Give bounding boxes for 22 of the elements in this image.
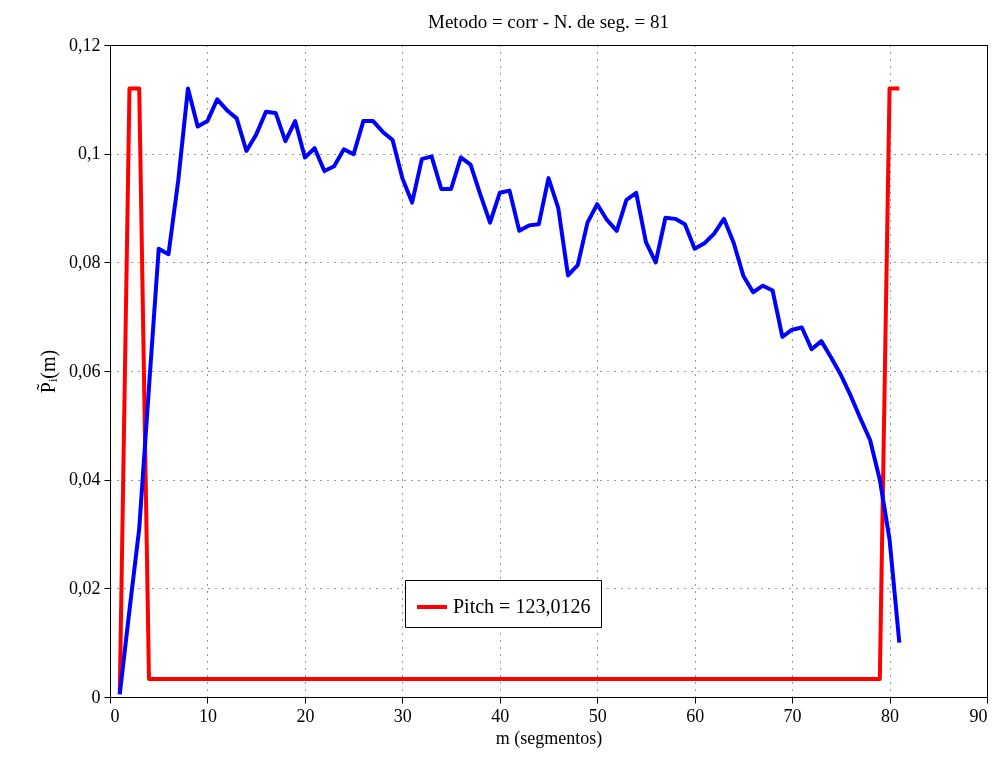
y-tick-label: 0 — [91, 686, 101, 707]
chart-title: Metodo = corr - N. de seg. = 81 — [428, 11, 669, 32]
x-tick-label: 60 — [686, 705, 705, 726]
y-tick-label: 0,06 — [69, 360, 101, 381]
x-axis-title: m (segmentos) — [495, 727, 603, 749]
x-tick-label: 10 — [198, 705, 217, 726]
y-tick-label: 0,04 — [69, 469, 101, 490]
x-tick-label: 70 — [783, 705, 802, 726]
x-tick-label: 40 — [491, 705, 510, 726]
x-tick-label: 50 — [588, 705, 607, 726]
line-series — [117, 86, 902, 697]
y-axis-title: P̃ᵢ(m) — [36, 349, 60, 394]
x-tick-label: 20 — [296, 705, 315, 726]
x-tick-label: 30 — [393, 705, 412, 726]
y-tick-label: 0,1 — [78, 143, 101, 164]
y-tick-label: 0,02 — [69, 577, 101, 598]
y-tick-label: 0,12 — [69, 34, 101, 55]
y-tick-label: 0,08 — [69, 251, 101, 272]
x-tick-label: 80 — [881, 705, 900, 726]
x-tick-label: 90 — [969, 705, 988, 726]
legend-label: Pitch = 123,0126 — [453, 595, 591, 617]
x-tick-label: 0 — [110, 705, 120, 726]
